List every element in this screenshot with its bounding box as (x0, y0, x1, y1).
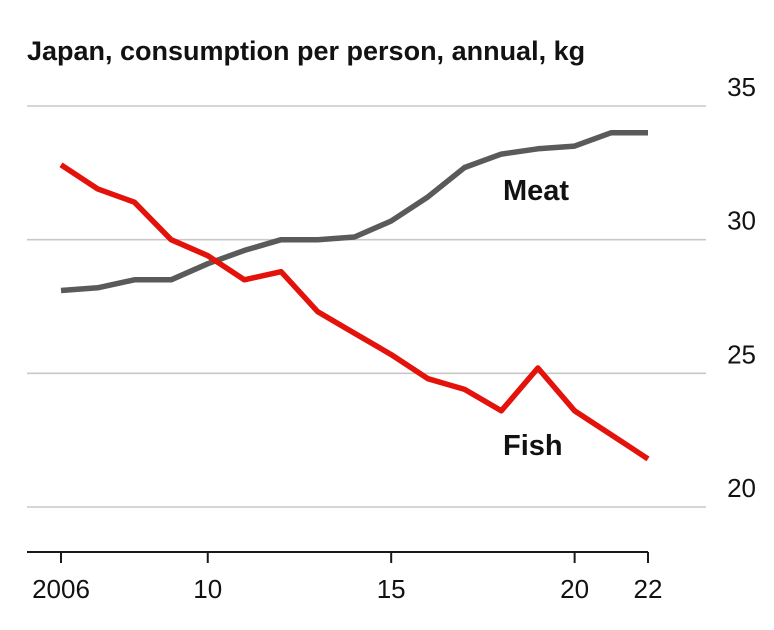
y-tick-label-35: 35 (727, 72, 756, 102)
x-tick-label-2006: 2006 (32, 574, 90, 604)
y-tick-label-20: 20 (727, 473, 756, 503)
series-lines (59, 129, 650, 462)
series-line-fish (59, 162, 650, 462)
x-tick-label-2022: 22 (634, 574, 663, 604)
x-tick-label-2020: 20 (560, 574, 589, 604)
chart-title: Japan, consumption per person, annual, k… (27, 36, 585, 66)
x-tick-label-2010: 10 (193, 574, 222, 604)
y-tick-label-30: 30 (727, 206, 756, 236)
series-label-meat: Meat (503, 175, 569, 207)
x-tick-label-2015: 15 (377, 574, 406, 604)
series-line-meat (60, 129, 648, 294)
y-axis-labels: 20 25 30 35 (727, 72, 756, 503)
gridlines (27, 105, 706, 508)
x-axis: 2006 10 15 20 22 (27, 551, 663, 604)
series-label-fish: Fish (503, 430, 563, 462)
y-tick-label-25: 25 (727, 339, 756, 369)
